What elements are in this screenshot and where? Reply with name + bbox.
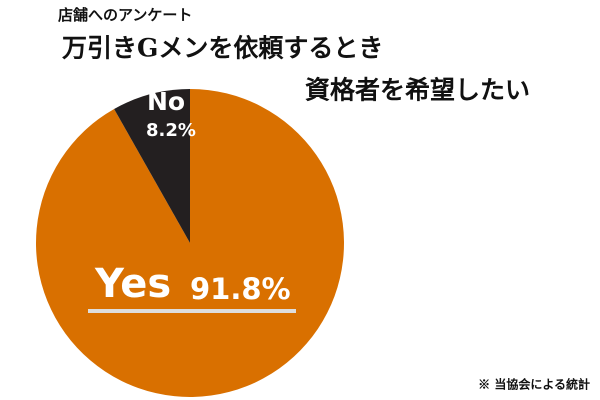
chart-subtitle: 万引きGメンを依頼するとき xyxy=(62,34,383,63)
labels: Yes 91.8% No 8.2% xyxy=(88,87,296,313)
slice xyxy=(114,89,190,243)
slice xyxy=(35,89,344,397)
chart-title: 店舗へのアンケート xyxy=(58,6,192,24)
pie xyxy=(35,89,344,397)
value-label: 8.2% xyxy=(146,120,196,141)
category-label: Yes xyxy=(94,261,171,307)
category-label: No xyxy=(147,87,185,116)
footnote: ※ 当協会による統計 xyxy=(478,377,590,392)
value-label: 91.8% xyxy=(190,272,291,306)
chart-subtitle: 資格者を希望したい xyxy=(305,76,530,105)
